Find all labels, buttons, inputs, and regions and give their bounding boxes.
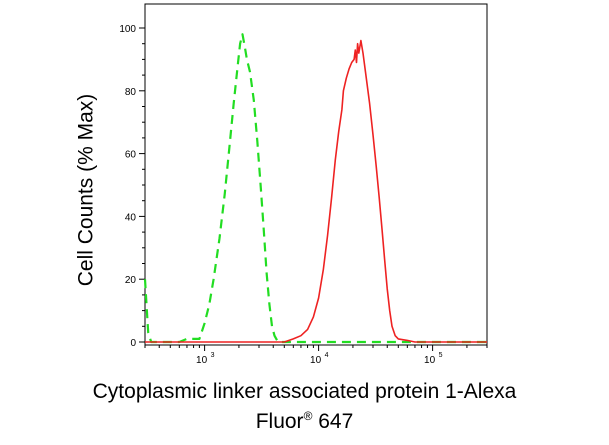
x-axis-label-line1: Cytoplasmic linker associated protein 1-… <box>92 380 517 403</box>
x-tick-exponent: 4 <box>325 352 329 359</box>
y-tick-label: 80 <box>125 87 137 98</box>
registered-mark: ® <box>303 409 313 423</box>
y-tick-label: 40 <box>125 212 137 223</box>
x-tick-exponent: 3 <box>211 352 215 359</box>
x-axis-label-number: 647 <box>312 410 354 433</box>
y-tick-label: 100 <box>119 24 136 35</box>
x-axis-label-fluor: Fluor <box>255 410 304 433</box>
y-axis-label: Cell Counts (% Max) <box>74 93 97 287</box>
y-tick-label: 0 <box>130 338 136 349</box>
series-line-1 <box>143 33 487 344</box>
series-line-2 <box>145 39 487 343</box>
y-axis-ticks: 0 20 40 60 80 100 <box>119 24 145 349</box>
x-tick-exponent: 5 <box>439 352 443 359</box>
x-tick-label: 10 <box>424 355 436 366</box>
plot-frame <box>144 3 488 346</box>
y-axis-label-box: Cell Counts (% Max) <box>68 40 104 340</box>
x-axis-ticks: 10 3 10 4 10 5 <box>144 345 488 366</box>
series-layer <box>143 33 487 344</box>
x-axis-label-line2: Fluor® 647 <box>0 404 609 434</box>
x-tick-label: 10 <box>196 355 208 366</box>
x-axis-label: Cytoplasmic linker associated protein 1-… <box>0 380 609 434</box>
y-tick-label: 20 <box>125 275 137 286</box>
x-tick-label: 10 <box>310 355 322 366</box>
y-tick-label: 60 <box>125 150 137 161</box>
